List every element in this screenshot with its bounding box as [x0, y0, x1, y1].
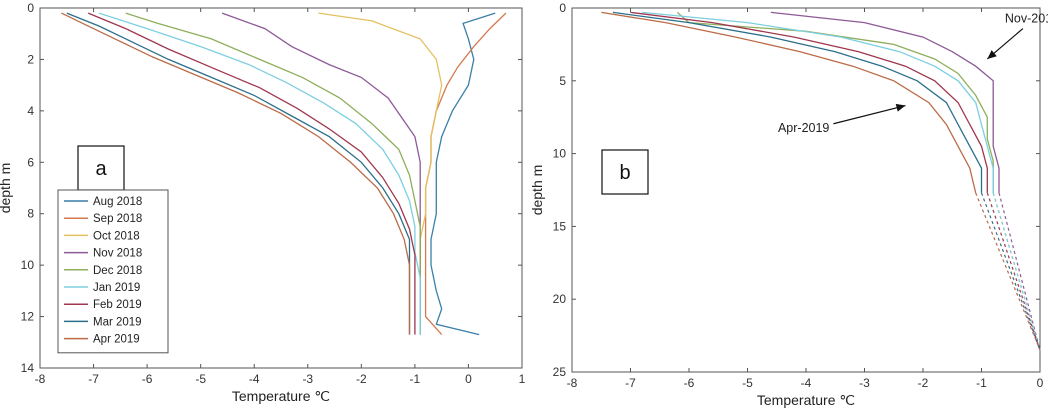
series-line — [770, 11, 1000, 193]
y-tick-label: 6 — [27, 155, 34, 169]
legend-entry: Aug 2018 — [93, 196, 142, 208]
x-tick-label: -8 — [567, 376, 578, 390]
x-tick-label: -4 — [249, 372, 260, 386]
annotation-label: Nov-2018 — [1005, 12, 1048, 26]
extrapolation-line — [980, 192, 1041, 351]
x-tick-label: -5 — [195, 372, 206, 386]
series-line — [87, 12, 416, 335]
series-line — [424, 12, 507, 336]
legend-entry: Jan 2019 — [93, 282, 140, 294]
legend-entry: Sep 2018 — [93, 213, 142, 225]
y-tick-label: 2 — [27, 52, 34, 66]
y-tick-label: 14 — [21, 361, 35, 375]
y-tick-label: 0 — [27, 1, 34, 15]
panel-label: a — [95, 158, 107, 180]
series-line — [630, 11, 988, 193]
series-line — [601, 11, 977, 194]
legend-entry: Dec 2018 — [93, 265, 142, 277]
legend-entry: Apr 2019 — [93, 334, 140, 346]
x-tick-label: -2 — [356, 372, 367, 386]
x-tick-label: -1 — [976, 376, 987, 390]
x-tick-label: -2 — [918, 376, 929, 390]
y-axis-label: depth m — [529, 165, 545, 216]
y-tick-label: 15 — [553, 219, 567, 233]
y-tick-label: 8 — [27, 207, 34, 221]
series-line — [612, 11, 983, 193]
y-tick-label: 12 — [21, 310, 35, 324]
x-axis-label: Temperature ℃ — [232, 388, 330, 404]
panel-b: -8 -7 -6 -5 -4 -3 -2 -1 0 0 5 10 15 20 25 Temperature ℃… — [529, 1, 1048, 408]
annotation-arrowhead — [895, 103, 906, 112]
legend-entry: Nov 2018 — [93, 248, 142, 260]
extrapolation-line — [975, 192, 1041, 351]
y-tick-label: 10 — [21, 258, 35, 272]
legend: Aug 2018 Sep 2018 Oct 2018 Nov 2018 Dec 2018… — [57, 189, 169, 354]
series-line — [676, 11, 994, 193]
y-axis-label: depth m — [0, 163, 13, 214]
series-line — [642, 11, 994, 193]
series-line — [98, 12, 421, 335]
y-tick-label: 25 — [553, 365, 567, 379]
x-tick-label: -1 — [410, 372, 421, 386]
panel-a: -8 -7 -6 -5 -4 -3 -2 -1 0 102468101214Temperature… — [0, 1, 526, 404]
x-tick-label: -7 — [88, 372, 99, 386]
annotation-label: Apr-2019 — [778, 121, 829, 135]
y-tick-label: 0 — [559, 1, 566, 15]
x-tick-label: -7 — [625, 376, 636, 390]
legend-entry: Feb 2019 — [93, 299, 142, 311]
y-tick-label: 20 — [553, 292, 567, 306]
x-tick-label: -6 — [684, 376, 695, 390]
x-tick-label: -4 — [801, 376, 812, 390]
x-tick-label: 1 — [519, 372, 526, 386]
y-tick-label: 5 — [559, 74, 566, 88]
series-line — [66, 12, 411, 335]
y-tick-label: 4 — [27, 104, 34, 118]
series-line — [221, 12, 421, 335]
extrapolation-line — [986, 192, 1041, 351]
series-line — [61, 12, 411, 335]
extrapolation-line — [992, 192, 1041, 351]
series-line — [125, 12, 421, 335]
series-line — [430, 12, 496, 336]
legend-entry: Mar 2019 — [93, 316, 142, 328]
x-axis-label: Temperature ℃ — [757, 392, 855, 408]
panel-label-box — [601, 149, 649, 195]
x-tick-label: -8 — [35, 372, 46, 386]
annotation-arrowhead — [987, 50, 997, 59]
x-tick-label: 0 — [1037, 376, 1044, 390]
legend-entry: Oct 2018 — [93, 230, 140, 242]
legend-box — [57, 189, 169, 354]
x-tick-label: -6 — [142, 372, 153, 386]
panel-label: b — [619, 162, 630, 184]
x-tick-label: -5 — [742, 376, 753, 390]
x-tick-label: 0 — [465, 372, 472, 386]
x-tick-label: -3 — [859, 376, 870, 390]
plot-frame — [39, 7, 523, 369]
x-tick-label: -3 — [302, 372, 313, 386]
annotation-arrow — [833, 104, 906, 125]
y-tick-label: 10 — [553, 147, 567, 161]
extrapolation-line — [998, 192, 1041, 351]
